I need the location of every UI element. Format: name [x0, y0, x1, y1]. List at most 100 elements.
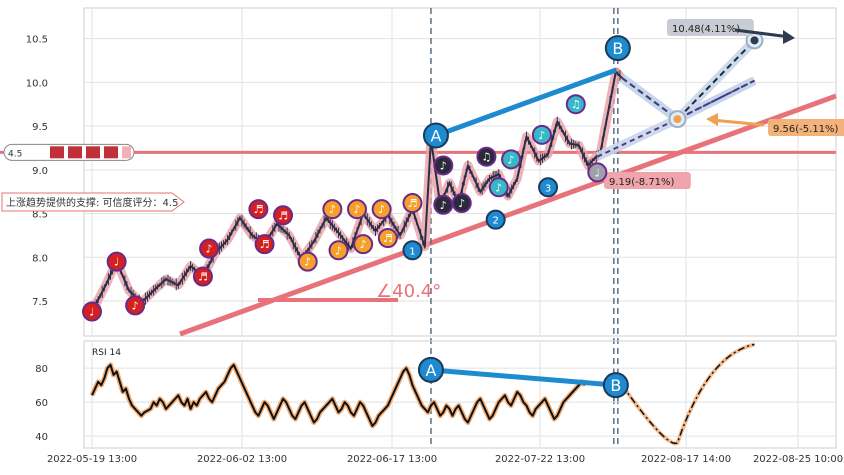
note-marker-circle — [82, 301, 102, 322]
x-tick-label: 2022-07-22 13:00 — [495, 454, 585, 465]
wave-marker-circle — [604, 35, 631, 62]
support-flag-icon — [50, 146, 64, 159]
note-marker-icon: ♬ — [253, 203, 263, 216]
note-marker-icon: ♬ — [408, 197, 418, 210]
x-tick-label: 2022-08-25 10:00 — [753, 454, 843, 465]
rsi-frame — [83, 340, 837, 449]
projection-node-dot — [750, 36, 759, 45]
wave-marker: B — [604, 35, 631, 62]
note-marker-icon: ♫ — [481, 151, 491, 164]
wave-marker: A — [422, 122, 449, 149]
support-flag-icon — [104, 146, 118, 159]
note-marker-circle — [451, 193, 472, 214]
note-marker-icon: ♩ — [114, 256, 119, 269]
target-label: 9.56(-5.11%) — [706, 113, 844, 136]
wave-marker-circle — [417, 356, 444, 383]
uptrend-line — [179, 93, 837, 337]
note-marker-icon: ♬ — [383, 232, 393, 245]
wave-digit-label: 3 — [545, 183, 551, 194]
angle-label: ∠40.4° — [376, 281, 441, 302]
y-tick-label: 10.0 — [26, 78, 48, 89]
price-panel: 7.5 8.0 8.5 9.0 9.5 10.0 10.5 ∠40.4° 4.5 上涨趋势提供的支… — [0, 7, 844, 448]
note-marker-icon: ♬ — [260, 238, 270, 251]
note-marker-circle — [254, 234, 275, 255]
x-axis: 2022-05-19 13:00 2022-06-02 13:00 2022-06-… — [47, 454, 843, 465]
note-marker-circle — [273, 205, 294, 226]
note-marker: ♪ — [371, 199, 392, 220]
note-marker: ♪ — [322, 199, 343, 220]
note-marker-icon: ♪ — [508, 153, 515, 166]
wave-digit-circle — [485, 209, 506, 230]
note-marker: ♩ — [587, 162, 608, 183]
note-marker: ♪ — [328, 240, 349, 261]
note-marker: ♬ — [377, 228, 398, 249]
wave-marker-label: A — [430, 126, 441, 145]
target-value: 9.19(-8.71%) — [609, 177, 675, 188]
ab-trend-line — [430, 67, 617, 140]
x-tick-label: 2022-06-02 13:00 — [197, 454, 287, 465]
note-marker-circle — [248, 199, 269, 220]
note-marker-icon: ♪ — [378, 203, 385, 216]
rsi-panel: 40 60 80 RSI 14 A B — [35, 340, 837, 449]
note-marker-circle — [501, 149, 522, 170]
wave-digit-label: 1 — [409, 246, 415, 257]
note-marker: ♩ — [82, 301, 102, 322]
note-marker-icon: ♪ — [458, 197, 465, 210]
note-marker-circle — [587, 162, 608, 183]
wave-marker-label: A — [425, 361, 436, 380]
note-marker-circle — [433, 155, 454, 176]
note-marker: ♪ — [501, 149, 522, 170]
note-marker-circle — [199, 238, 220, 259]
note-marker-icon: ♪ — [353, 203, 360, 216]
note-marker-icon: ♪ — [440, 159, 447, 172]
note-marker: ♪ — [125, 295, 146, 316]
note-marker: ♪ — [531, 124, 552, 145]
note-marker-icon: ♩ — [595, 166, 600, 179]
note-marker: ♪ — [347, 199, 367, 220]
note-marker: ♪ — [433, 155, 454, 176]
note-marker-circle — [192, 266, 213, 287]
projection-node-dot — [673, 115, 682, 124]
wave-marker-label: B — [612, 39, 623, 58]
note-marker-icon: ♪ — [132, 299, 139, 312]
target-value: 10.48(4.11%) — [672, 24, 740, 35]
note-marker: ♫ — [565, 94, 586, 115]
target-arrow — [711, 118, 765, 127]
note-marker: ♪ — [433, 194, 454, 215]
rsi-tick-label: 60 — [35, 398, 48, 409]
rsi-title: RSI 14 — [92, 348, 121, 358]
wave-marker-label: B — [610, 376, 621, 395]
wave-digit-marker: 2 — [485, 209, 506, 230]
target-box — [667, 19, 754, 36]
target-value: 9.56(-5.11%) — [773, 124, 839, 135]
note-marker-circle — [565, 94, 586, 115]
note-marker: ♬ — [248, 199, 269, 220]
rsi-tick-label: 40 — [35, 432, 48, 443]
target-box — [604, 172, 691, 189]
target-arrow — [734, 28, 791, 39]
note-marker-icon: ♩ — [89, 306, 94, 319]
note-marker-circle — [347, 199, 367, 220]
rsi-ab-line — [430, 367, 617, 388]
note-marker-icon: ♪ — [495, 181, 502, 194]
note-marker-circle — [377, 228, 398, 249]
note-marker: ♪ — [199, 238, 220, 259]
note-marker-circle — [106, 251, 127, 272]
wave-digit-marker: 3 — [538, 177, 559, 198]
x-tick-label: 2022-08-17 14:00 — [641, 454, 731, 465]
note-marker: ♬ — [254, 234, 275, 255]
note-marker-icon: ♪ — [304, 256, 311, 269]
note-marker-icon: ♪ — [329, 203, 336, 216]
x-tick-label: 2022-05-19 13:00 — [47, 454, 137, 465]
target-arrow-head — [783, 30, 795, 44]
support-callout: 上涨趋势提供的支撑: 可信度评分：4.5 — [1, 192, 185, 212]
x-tick-label: 2022-06-17 13:00 — [347, 454, 437, 465]
wave-marker-circle — [602, 372, 629, 399]
note-marker: ♬ — [402, 193, 423, 214]
note-marker-circle — [371, 199, 392, 220]
wave-marker: B — [602, 372, 629, 399]
rsi-projection — [621, 343, 755, 445]
note-marker: ♬ — [273, 205, 294, 226]
target-label: 9.19(-8.71%) — [604, 172, 691, 189]
